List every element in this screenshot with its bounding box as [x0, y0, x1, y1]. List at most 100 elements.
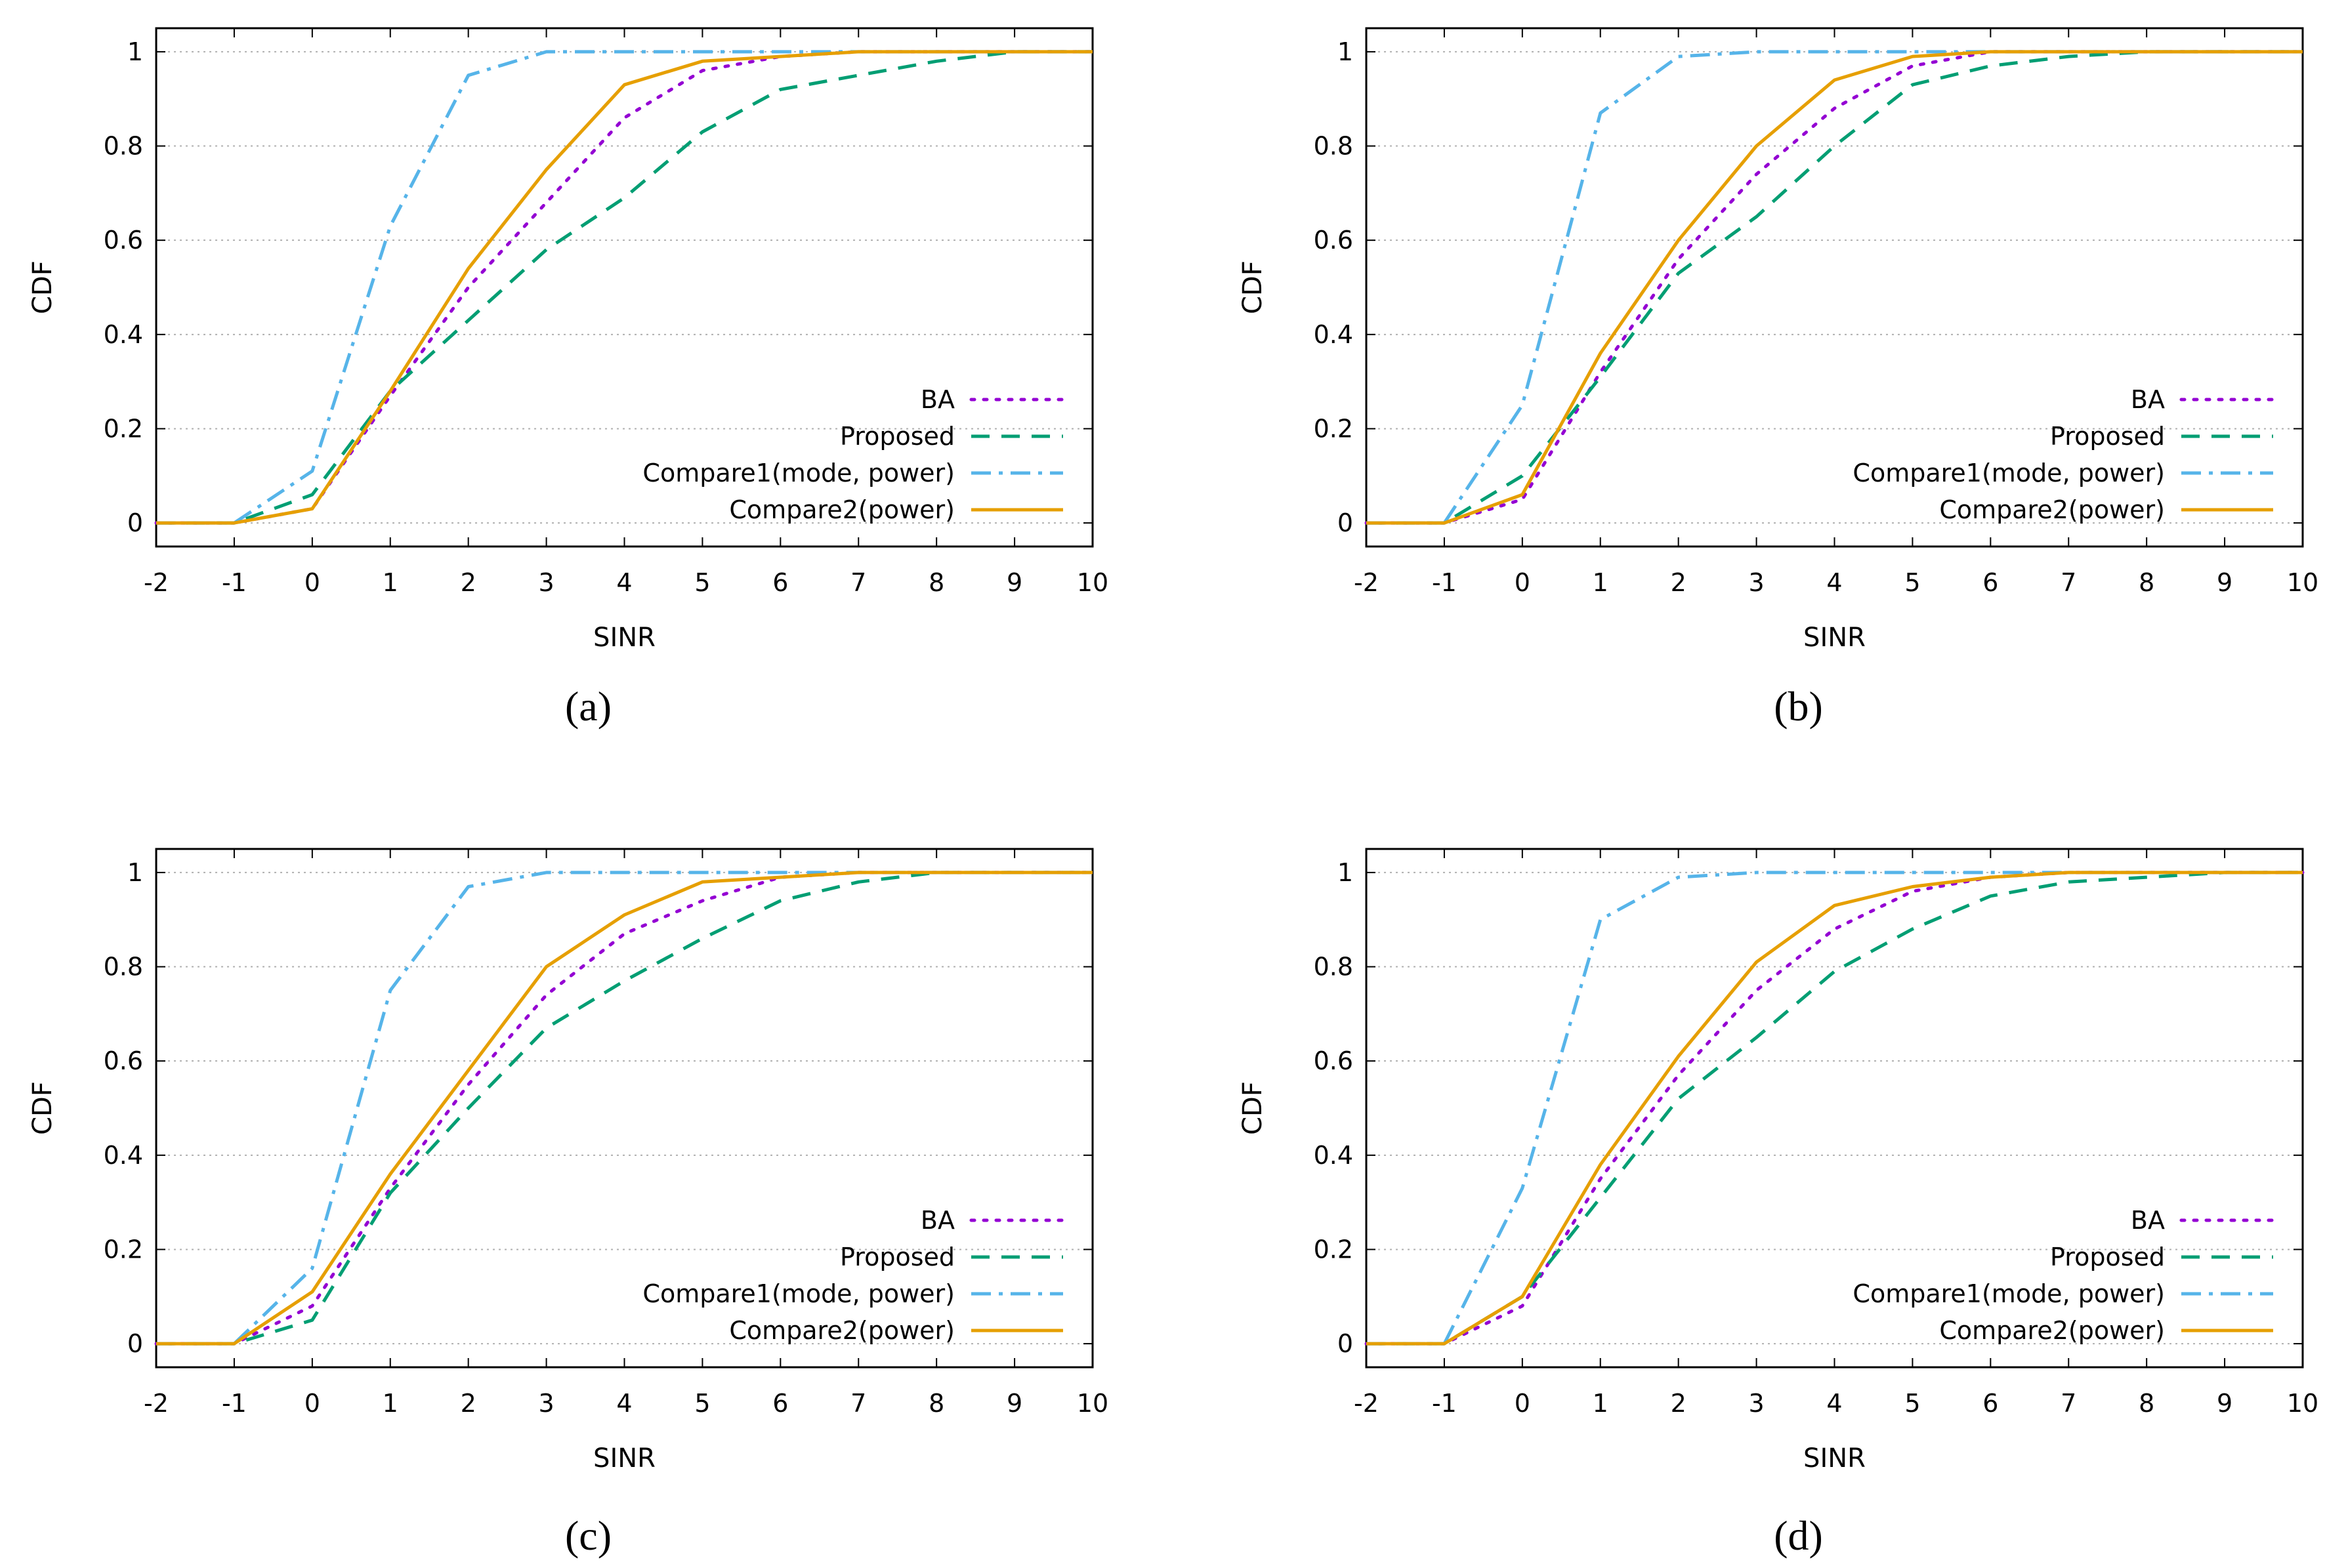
y-tick-label: 0	[1337, 1329, 1353, 1358]
series-line-1	[154, 871, 1095, 1346]
x-tick-label: 8	[2139, 568, 2154, 597]
x-tick-label: 4	[1826, 568, 1842, 597]
x-tick-label: 3	[1748, 1389, 1764, 1418]
y-axis-label: CDF	[28, 1081, 58, 1135]
series-line-1	[1364, 871, 2305, 1346]
series-line-2	[1366, 50, 2303, 525]
x-tick-label: 4	[1826, 1389, 1842, 1418]
x-tick-label: 0	[1515, 1389, 1530, 1418]
x-axis-label: SINR	[1803, 1443, 1866, 1474]
y-tick-label: 0	[127, 508, 143, 537]
y-tick-label: 0.8	[104, 953, 143, 981]
panel-caption: (c)	[565, 1512, 612, 1559]
legend-label: Compare1(mode, power)	[1853, 459, 2165, 487]
series-line-4	[1366, 50, 2303, 525]
series-line-2	[156, 50, 1093, 525]
legend-label: Compare2(power)	[1939, 1316, 2165, 1345]
x-tick-label: 1	[383, 568, 398, 597]
x-tick-label: 7	[2061, 1389, 2076, 1418]
legend-label: Compare1(mode, power)	[642, 1279, 955, 1308]
series-line-3	[1366, 50, 2303, 525]
y-tick-label: 0.2	[1314, 414, 1353, 443]
x-tick-label: 3	[538, 1389, 554, 1418]
x-tick-label: 9	[1007, 568, 1022, 597]
y-tick-label: 0.4	[104, 320, 143, 349]
x-tick-label: 10	[1077, 568, 1108, 597]
legend-label: Compare2(power)	[729, 495, 955, 524]
y-tick-label: 0.6	[104, 1046, 143, 1075]
x-tick-label: 8	[929, 1389, 944, 1418]
x-tick-label: 6	[772, 568, 788, 597]
x-tick-label: -2	[1354, 568, 1379, 597]
x-axis-label: SINR	[593, 1443, 656, 1474]
x-tick-label: 4	[616, 1389, 632, 1418]
x-axis-label: SINR	[593, 623, 656, 653]
x-tick-label: 2	[461, 568, 476, 597]
y-tick-label: 0.4	[1314, 1141, 1353, 1170]
x-tick-label: 1	[383, 1389, 398, 1418]
x-tick-label: 1	[1593, 568, 1608, 597]
legend-label: Compare1(mode, power)	[1853, 1279, 2165, 1308]
series-line-1	[154, 50, 1095, 525]
y-tick-label: 1	[1337, 37, 1353, 66]
x-tick-label: 0	[304, 1389, 320, 1418]
y-axis-label: CDF	[28, 260, 58, 314]
y-tick-label: 0.4	[1314, 320, 1353, 349]
x-tick-label: 8	[929, 568, 944, 597]
legend-label: BA	[2131, 1206, 2165, 1235]
y-tick-label: 1	[127, 37, 143, 66]
x-tick-label: 6	[772, 1389, 788, 1418]
x-tick-label: 5	[694, 1389, 710, 1418]
y-tick-label: 0.8	[104, 132, 143, 161]
chart-panel-d: -2 -1 0 1 2 3 4 5 6 7 8 9 10 0 0.2 0.4 0.6 0.8 1 SINR CDF BA P…	[1238, 848, 2318, 1559]
y-tick-label: 0.2	[1314, 1235, 1353, 1264]
panel-caption: (a)	[565, 683, 612, 730]
x-tick-label: 2	[461, 1389, 476, 1418]
x-tick-label: 0	[304, 568, 320, 597]
legend-label: BA	[921, 1206, 955, 1235]
x-tick-label: -2	[144, 568, 169, 597]
y-tick-label: 0.6	[104, 226, 143, 255]
series-line-1	[1364, 50, 2305, 525]
series-line-4	[1366, 871, 2303, 1346]
y-tick-label: 0.6	[1314, 1046, 1353, 1075]
series-line-4	[156, 871, 1093, 1346]
series-line-2	[1366, 871, 2303, 1346]
x-tick-label: 5	[1904, 1389, 1920, 1418]
legend-label: BA	[2131, 385, 2165, 414]
y-tick-label: 1	[1337, 858, 1353, 887]
chart-panel-c: -2 -1 0 1 2 3 4 5 6 7 8 9 10 0 0.2 0.4 0.6 0.8 1 SINR CDF BA P…	[28, 848, 1108, 1559]
x-tick-label: 8	[2139, 1389, 2154, 1418]
x-tick-label: -2	[144, 1389, 169, 1418]
x-tick-label: 9	[2217, 1389, 2232, 1418]
x-tick-label: 5	[1904, 568, 1920, 597]
y-tick-label: 0.2	[104, 414, 143, 443]
x-tick-label: 6	[1982, 568, 1998, 597]
series-line-3	[156, 871, 1093, 1346]
x-tick-label: -1	[222, 1389, 247, 1418]
y-tick-label: 0	[1337, 508, 1353, 537]
y-tick-label: 0.8	[1314, 132, 1353, 161]
x-tick-label: 3	[1748, 568, 1764, 597]
chart-panel-b: -2 -1 0 1 2 3 4 5 6 7 8 9 10 0 0.2 0.4 0.6 0.8 1 SINR CDF BA P…	[1238, 27, 2318, 730]
legend-label: Compare1(mode, power)	[642, 459, 955, 487]
x-tick-label: -2	[1354, 1389, 1379, 1418]
x-tick-label: 5	[694, 568, 710, 597]
x-tick-label: 3	[538, 568, 554, 597]
x-tick-label: 2	[1671, 1389, 1686, 1418]
x-tick-label: -1	[222, 568, 247, 597]
y-tick-label: 0.2	[104, 1235, 143, 1264]
series-line-4	[156, 50, 1093, 525]
legend-label: Proposed	[2050, 422, 2165, 451]
x-tick-label: 9	[2217, 568, 2232, 597]
series-line-3	[1366, 871, 2303, 1346]
y-tick-label: 1	[127, 858, 143, 887]
x-tick-label: 1	[1593, 1389, 1608, 1418]
series-line-2	[156, 871, 1093, 1346]
x-tick-label: -1	[1432, 568, 1457, 597]
x-tick-label: 6	[1982, 1389, 1998, 1418]
x-tick-label: 7	[850, 1389, 866, 1418]
x-tick-label: 10	[1077, 1389, 1108, 1418]
y-tick-label: 0	[127, 1329, 143, 1358]
